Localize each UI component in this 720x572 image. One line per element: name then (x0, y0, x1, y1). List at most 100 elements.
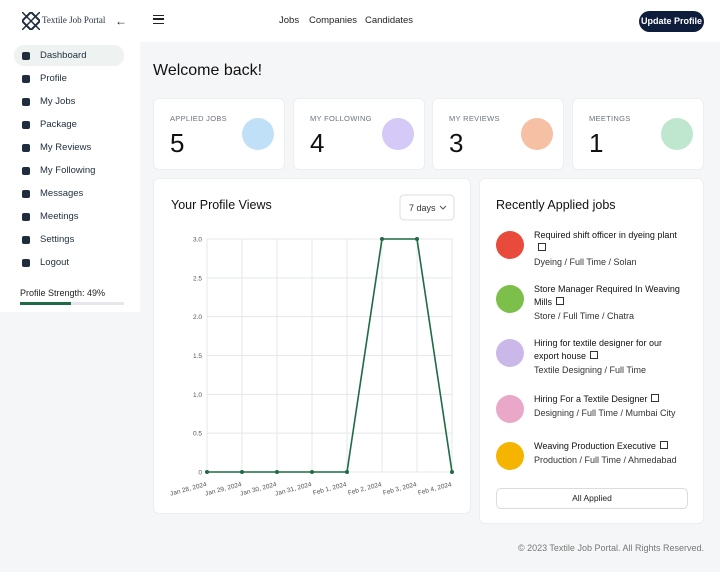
data-point (310, 470, 314, 474)
job-logo (496, 339, 524, 367)
y-tick-label: 0 (198, 470, 202, 477)
line-series (207, 238, 453, 473)
data-point (380, 237, 384, 241)
data-point (450, 470, 454, 474)
x-tick-label: Feb 4, 2024 (417, 481, 453, 497)
nav-item[interactable]: My Jobs (14, 91, 124, 112)
job-item[interactable]: Hiring for textile designer for our expo… (496, 337, 696, 381)
y-tick-label: 1.5 (193, 353, 202, 360)
nav-icon (22, 236, 30, 244)
sidebar: Textile Job Portal ← Profile Strength: 4… (0, 0, 140, 312)
external-link-icon (556, 297, 564, 305)
job-item[interactable]: Hiring For a Textile Designer Designing /… (496, 393, 696, 437)
nav-label: Settings (40, 234, 75, 245)
y-tick-label: 0.5 (193, 431, 202, 438)
topbar: Update Profile Jobs Companies Candidates (140, 0, 720, 42)
x-tick-label: Feb 3, 2024 (382, 481, 418, 497)
nav-label: My Jobs (40, 96, 76, 107)
top-nav-link[interactable]: Companies (309, 15, 358, 26)
data-point (345, 470, 349, 474)
stat-label: MY FOLLOWING (310, 114, 372, 123)
line-chart: Your Profile Views 7 days 0 0.5 1.0 1.5 2.0 2.5… (169, 194, 455, 498)
nav-icon (22, 52, 30, 60)
y-tick-label: 2.0 (193, 314, 202, 321)
job-meta: Production / Full Time / Ahmedabad (534, 455, 677, 465)
nav-item[interactable]: Settings (14, 229, 124, 250)
nav-item[interactable]: Dashboard (14, 45, 124, 66)
stat-value: 4 (310, 128, 325, 158)
job-item[interactable]: Required shift officer in dyeing plant Dy… (496, 229, 696, 273)
recent-jobs-card: Recently Applied jobs All Applied Requir… (479, 178, 704, 524)
range-dropdown[interactable] (399, 194, 455, 221)
x-tick-label: Feb 2, 2024 (347, 481, 383, 497)
nav-item[interactable]: Meetings (14, 206, 124, 227)
stat-value: 1 (589, 128, 604, 158)
data-point (205, 470, 209, 474)
nav-item[interactable]: Messages (14, 183, 124, 204)
external-link-icon (651, 394, 660, 402)
menu-button[interactable] (153, 15, 164, 24)
stat-card: MEETINGS 1 (572, 98, 704, 170)
job-item[interactable]: Weaving Production Executive Production /… (496, 440, 696, 484)
job-logo (496, 395, 524, 423)
nav-label: Logout (40, 257, 70, 268)
x-tick-label: Feb 1, 2024 (312, 481, 348, 497)
nav-icon (22, 98, 30, 106)
stat-icon (382, 118, 414, 150)
footer: © 2023 Textile Job Portal. All Rights Re… (517, 543, 704, 553)
profile-strength-label: Profile Strength: 49% (20, 288, 106, 298)
logo-text: Textile Job Portal (42, 15, 106, 25)
nav-icon (22, 144, 30, 152)
job-title: Hiring for textile designer for our expo… (534, 338, 663, 361)
x-tick-label: Jan 31, 2024 (274, 481, 312, 498)
job-meta: Textile Designing / Full Time (534, 365, 647, 375)
data-point (275, 470, 279, 474)
nav-icon (22, 167, 30, 175)
stat-label: MEETINGS (589, 114, 631, 123)
external-link-icon (590, 351, 599, 359)
x-tick-label: Jan 28, 2024 (169, 481, 207, 498)
nav-item[interactable]: My Reviews (14, 137, 124, 158)
nav-icon (22, 213, 30, 221)
job-title: Hiring For a Textile Designer (534, 393, 684, 406)
update-profile-button[interactable]: Update Profile (639, 11, 704, 32)
job-logo (496, 285, 524, 313)
job-meta: Designing / Full Time / Mumbai City (534, 408, 676, 418)
recent-jobs-title: Recently Applied jobs (496, 198, 616, 212)
x-tick-label: Jan 29, 2024 (204, 481, 242, 498)
y-tick-label: 1.0 (193, 392, 202, 399)
nav-icon (22, 259, 30, 267)
stat-card: MY FOLLOWING 4 (293, 98, 425, 170)
nav-label: My Reviews (40, 142, 92, 153)
nav-label: Package (40, 119, 77, 130)
external-link-icon (659, 441, 668, 449)
stat-card: APPLIED JOBS 5 (153, 98, 285, 170)
top-nav-link[interactable]: Jobs (279, 15, 300, 26)
x-tick-label: Jan 30, 2024 (239, 481, 277, 498)
data-point (240, 470, 244, 474)
chart-title: Your Profile Views (171, 198, 272, 212)
nav-label: Dashboard (40, 50, 87, 61)
nav-label: Profile (40, 73, 67, 84)
job-title: Weaving Production Executive (534, 440, 684, 453)
nav-item[interactable]: Logout (14, 252, 124, 273)
external-link-icon (538, 243, 546, 251)
nav-icon (22, 190, 30, 198)
all-applied-button[interactable]: All Applied (496, 488, 688, 509)
job-meta: Dyeing / Full Time / Solan (534, 257, 637, 267)
nav-label: My Following (40, 165, 96, 176)
y-tick-label: 3.0 (193, 237, 202, 244)
job-title: Store Manager Required In Weaving Mills (534, 284, 680, 307)
job-item[interactable]: Store Manager Required In Weaving Mills S… (496, 283, 696, 327)
nav-label: Messages (40, 188, 84, 199)
nav-item[interactable]: Package (14, 114, 124, 135)
welcome-heading: Welcome back! (153, 62, 263, 79)
top-nav-link[interactable]: Candidates (365, 15, 414, 26)
nav-item[interactable]: My Following (14, 160, 124, 181)
nav-item[interactable]: Profile (14, 68, 124, 89)
collapse-button[interactable]: ← (115, 14, 127, 28)
progress-fill (20, 302, 71, 305)
y-tick-label: 2.5 (193, 275, 202, 282)
nav-icon (22, 75, 30, 83)
stat-label: APPLIED JOBS (170, 114, 227, 123)
